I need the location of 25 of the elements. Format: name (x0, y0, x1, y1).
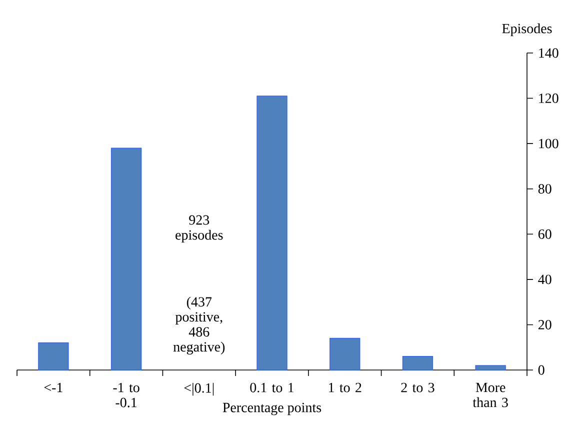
x-tick-label: 1 to 2 (328, 382, 362, 392)
annotation: 923 episodes (176, 215, 223, 243)
y-tick-label: 0 (538, 365, 544, 375)
bar (330, 338, 360, 370)
x-axis-title: Percentage points (222, 402, 322, 416)
bar (402, 356, 434, 370)
bar (475, 365, 506, 370)
y-tick-label: 100 (539, 138, 558, 148)
x-tick-label: <-1 (44, 382, 62, 392)
y-tick-label: 80 (538, 184, 552, 194)
annotation: (437 positive, 486 negative) (173, 296, 225, 354)
bar (38, 342, 69, 370)
bar (256, 96, 288, 370)
y-tick-label: 60 (538, 229, 552, 239)
x-tick-label: More than 3 (472, 382, 508, 408)
y-tick-label: 120 (539, 94, 558, 104)
y-axis-title: Episodes (502, 23, 552, 36)
x-tick-label: <|0.1| (184, 382, 214, 396)
x-tick-label: 2 to 3 (401, 382, 434, 392)
y-tick-label: 20 (538, 320, 552, 330)
x-tick-label: -1 to -0.1 (113, 382, 140, 408)
y-tick-label: 140 (539, 48, 558, 58)
x-tick-label: 0.1 to 1 (250, 382, 294, 392)
y-tick-label: 40 (538, 274, 552, 284)
bar (110, 148, 142, 370)
